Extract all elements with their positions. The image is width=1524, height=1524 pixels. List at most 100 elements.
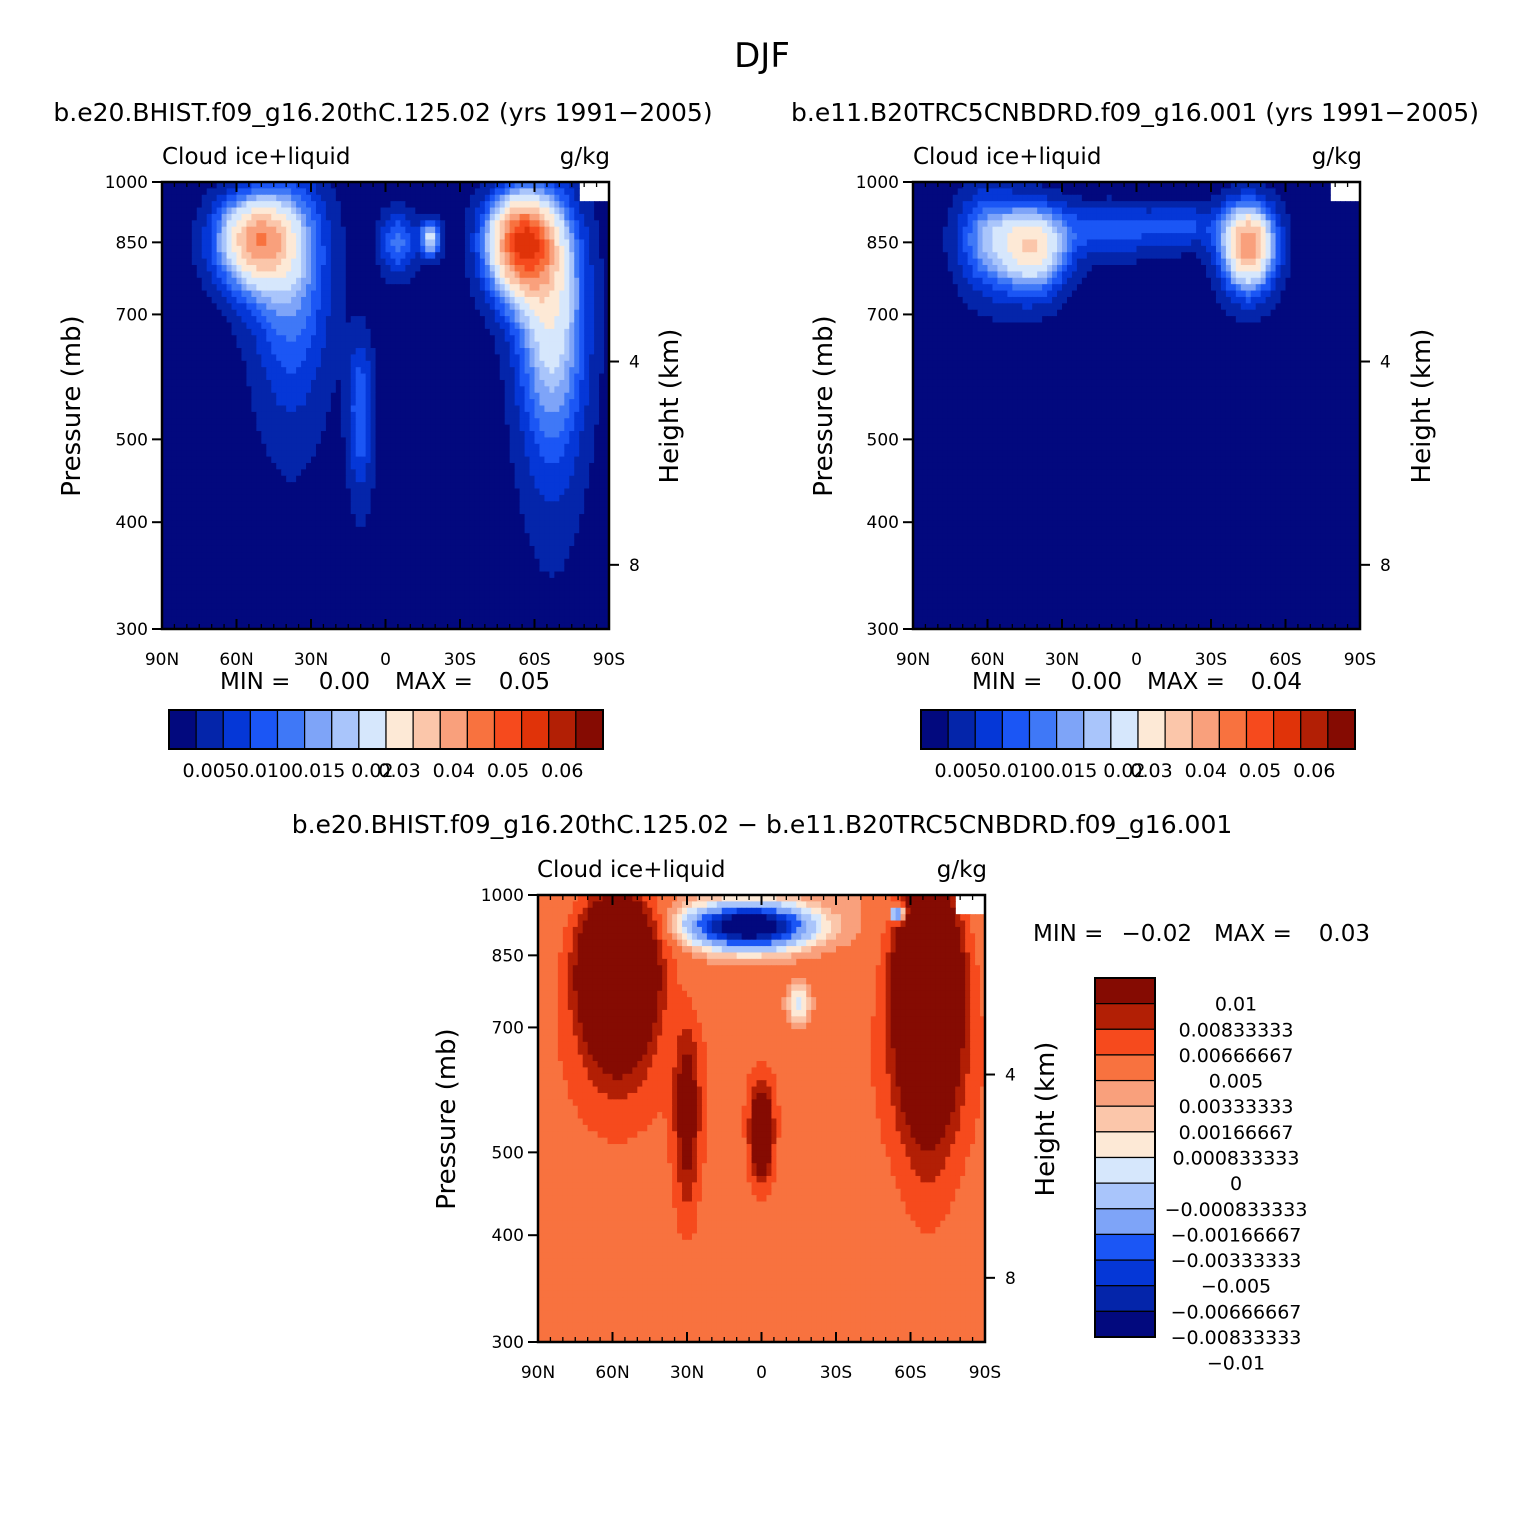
contour-cell: [544, 188, 550, 196]
contour-cell: [390, 456, 397, 464]
contour-cell: [261, 450, 267, 458]
contour-cell: [320, 475, 327, 483]
contour-cell: [469, 424, 476, 432]
contour-cell: [201, 290, 208, 298]
contour-cell: [251, 322, 257, 330]
contour-cell: [445, 367, 451, 375]
contour-cell: [365, 277, 372, 285]
contour-cell: [494, 526, 501, 534]
contour-cell: [554, 482, 560, 490]
contour-cell: [529, 348, 536, 356]
contour-cell: [440, 450, 446, 458]
contour-cell: [390, 245, 397, 253]
contour-cell: [489, 405, 496, 413]
contour-cell: [420, 418, 426, 426]
contour-cell: [251, 507, 257, 515]
contour-cell: [509, 462, 516, 470]
contour-cell: [410, 379, 416, 387]
contour-cell: [375, 226, 382, 234]
contour-cell: [226, 526, 233, 534]
contour-cell: [211, 220, 218, 228]
contour-cell: [325, 379, 332, 387]
contour-cell: [266, 526, 272, 534]
contour-cell: [171, 233, 178, 241]
contour-cell: [315, 322, 322, 330]
contour-cell: [554, 392, 560, 400]
contour-cell: [529, 520, 536, 528]
contour-cell: [390, 258, 397, 266]
contour-cell: [499, 469, 506, 477]
contour-cell: [166, 501, 173, 509]
contour-cell: [524, 309, 531, 317]
contour-cell: [455, 431, 461, 439]
contour-cell: [450, 456, 456, 464]
contour-cell: [360, 443, 367, 451]
contour-cell: [311, 239, 317, 247]
contour-cell: [400, 450, 406, 458]
contour-cell: [395, 462, 401, 470]
contour-cell: [365, 348, 372, 356]
contour-cell: [425, 379, 431, 387]
contour-cell: [370, 392, 377, 400]
contour-cell: [251, 284, 257, 292]
contour-cell: [256, 411, 262, 419]
contour-cell: [350, 373, 357, 381]
contour-cell: [330, 284, 337, 292]
contour-cell: [469, 494, 476, 502]
contour-cell: [330, 348, 337, 356]
contour-cell: [410, 501, 416, 509]
contour-cell: [166, 443, 173, 451]
contour-cell: [375, 194, 382, 202]
contour-cell: [226, 220, 233, 228]
contour-cell: [549, 443, 555, 451]
contour-cell: [564, 328, 570, 336]
contour-cell: [315, 252, 322, 260]
contour-cell: [335, 462, 342, 470]
contour-cell: [564, 462, 570, 470]
contour-cell: [162, 488, 168, 496]
contour-cell: [539, 392, 546, 400]
contour-cell: [504, 328, 511, 336]
contour-cell: [186, 533, 193, 541]
contour-cell: [529, 290, 536, 298]
contour-cell: [271, 469, 277, 477]
contour-cell: [286, 194, 292, 202]
contour-cell: [241, 488, 248, 496]
contour-cell: [445, 220, 451, 228]
contour-cell: [604, 431, 610, 439]
contour-cell: [186, 220, 193, 228]
contour-cell: [539, 520, 546, 528]
contour-cell: [301, 194, 307, 202]
contour-cell: [201, 233, 208, 241]
contour-cell: [464, 386, 471, 394]
contour-cell: [504, 233, 511, 241]
contour-cell: [375, 258, 382, 266]
contour-cell: [181, 296, 188, 304]
contour-cell: [355, 233, 362, 241]
contour-cell: [176, 475, 183, 483]
contour-cell: [435, 488, 441, 496]
contour-cell: [380, 341, 387, 349]
contour-cell: [315, 462, 322, 470]
contour-cell: [216, 303, 223, 311]
contour-cell: [206, 201, 213, 209]
contour-cell: [340, 188, 347, 196]
contour-cell: [569, 220, 575, 228]
contour-cell: [569, 284, 575, 292]
contour-cell: [524, 290, 531, 298]
contour-cell: [231, 309, 238, 317]
contour-cell: [256, 277, 262, 285]
contour-cell: [291, 367, 297, 375]
contour-cell: [186, 526, 193, 534]
contour-cell: [445, 213, 451, 221]
contour-cell: [330, 296, 337, 304]
contour-cell: [549, 475, 555, 483]
contour-cell: [276, 514, 282, 522]
contour-cell: [191, 182, 198, 189]
contour-cell: [400, 201, 406, 209]
contour-cell: [534, 431, 541, 439]
contour-cell: [435, 245, 441, 253]
contour-cell: [345, 290, 352, 298]
contour-cell: [410, 341, 416, 349]
contour-cell: [211, 258, 218, 266]
